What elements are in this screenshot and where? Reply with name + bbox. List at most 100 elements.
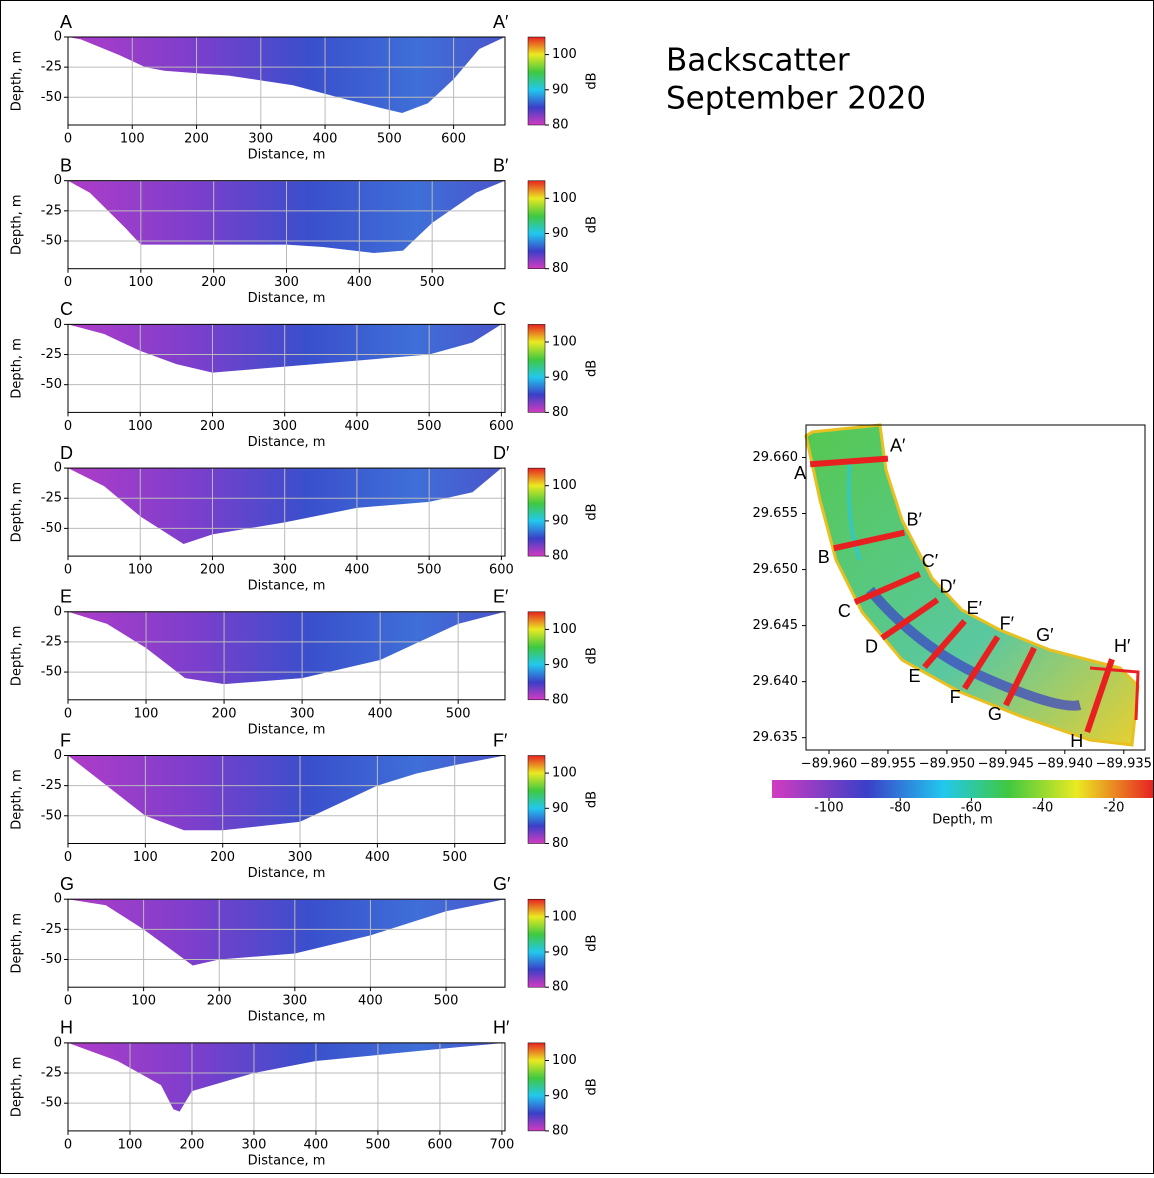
x-axis-label: Distance, m bbox=[248, 722, 326, 737]
x-tick-label: 100 bbox=[118, 1137, 143, 1152]
colorbar-tick-label: 80 bbox=[552, 836, 569, 851]
colorbar bbox=[528, 468, 545, 556]
colorbar-label: dB bbox=[585, 504, 600, 521]
colorbar bbox=[528, 181, 545, 269]
x-tick-label: 400 bbox=[313, 132, 338, 147]
colorbar-label: dB bbox=[585, 791, 600, 808]
x-tick-label: 100 bbox=[128, 275, 153, 290]
colorbar-tick-label: 80 bbox=[552, 405, 569, 420]
x-tick-label: 200 bbox=[180, 1137, 205, 1152]
x-tick-label: 300 bbox=[282, 994, 307, 1009]
section-label: A bbox=[60, 12, 72, 32]
y-axis-label: Depth, m bbox=[10, 51, 25, 112]
x-tick-label: 500 bbox=[446, 706, 471, 721]
y-tick-label: -50 bbox=[41, 665, 62, 680]
x-tick-label: 500 bbox=[417, 563, 442, 578]
x-tick-label: 600 bbox=[441, 132, 466, 147]
colorbar bbox=[528, 756, 545, 844]
colorbar-tick-label: 90 bbox=[552, 1088, 569, 1103]
y-axis-label: Depth, m bbox=[10, 482, 25, 543]
title-line: Backscatter bbox=[666, 43, 850, 79]
x-tick-label: 300 bbox=[272, 419, 297, 434]
x-tick-label: 200 bbox=[184, 132, 209, 147]
section-label: G′ bbox=[1036, 625, 1054, 645]
x-tick-label: −89.950 bbox=[919, 757, 975, 772]
section-label: B bbox=[818, 547, 830, 567]
y-tick-label: -50 bbox=[41, 377, 62, 392]
x-tick-label: −89.955 bbox=[860, 757, 916, 772]
colorbar-tick-label: 100 bbox=[552, 1053, 577, 1068]
section-label: F bbox=[60, 730, 71, 750]
colorbar-label: dB bbox=[585, 1078, 600, 1095]
y-tick-label: 0 bbox=[54, 30, 62, 45]
x-tick-label: 100 bbox=[133, 850, 158, 865]
colorbar-tick-label: 100 bbox=[552, 622, 577, 637]
y-axis-label: Depth, m bbox=[10, 769, 25, 830]
colorbar-tick-label: 100 bbox=[552, 191, 577, 206]
y-tick-label: 29.660 bbox=[753, 450, 799, 465]
x-tick-label: 300 bbox=[248, 132, 273, 147]
y-axis-label: Depth, m bbox=[10, 194, 25, 255]
y-tick-label: 29.640 bbox=[753, 674, 799, 689]
colorbar-tick-label: 90 bbox=[552, 226, 569, 241]
colorbar-tick-label: 100 bbox=[552, 478, 577, 493]
section-label: E bbox=[908, 666, 920, 686]
section-label: C bbox=[838, 601, 851, 621]
colorbar bbox=[772, 780, 1153, 798]
x-tick-label: 400 bbox=[368, 706, 393, 721]
colorbar bbox=[528, 37, 545, 125]
section-label: D bbox=[865, 637, 878, 657]
colorbar-tick-label: 80 bbox=[552, 692, 569, 707]
colorbar-tick-label: -100 bbox=[814, 801, 844, 816]
x-tick-label: 400 bbox=[345, 419, 370, 434]
x-axis-label: Distance, m bbox=[248, 579, 326, 594]
section-label: E′ bbox=[493, 587, 509, 607]
section-label: C′ bbox=[922, 551, 939, 571]
section-label: E bbox=[60, 587, 72, 607]
frame bbox=[1, 1, 1154, 1174]
section-label: A′ bbox=[890, 435, 906, 455]
colorbar bbox=[528, 899, 545, 987]
colorbar-label: dB bbox=[585, 72, 600, 89]
section-label: E′ bbox=[967, 598, 983, 618]
section-label: H bbox=[1070, 731, 1083, 751]
y-axis-label: Depth, m bbox=[10, 338, 25, 399]
colorbar-tick-label: 100 bbox=[552, 766, 577, 781]
x-tick-label: 0 bbox=[64, 850, 72, 865]
x-tick-label: 200 bbox=[207, 994, 232, 1009]
section-label: F′ bbox=[493, 730, 508, 750]
colorbar-tick-label: 90 bbox=[552, 657, 569, 672]
section-label: A bbox=[794, 463, 806, 483]
x-tick-label: −89.935 bbox=[1096, 757, 1152, 772]
y-tick-label: -50 bbox=[41, 952, 62, 967]
colorbar-tick-label: 90 bbox=[552, 370, 569, 385]
y-tick-label: -25 bbox=[41, 634, 62, 649]
x-tick-label: −89.960 bbox=[801, 757, 857, 772]
colorbar-tick-label: 80 bbox=[552, 980, 569, 995]
y-tick-label: -25 bbox=[41, 203, 62, 218]
colorbar-tick-label: -40 bbox=[1032, 801, 1053, 816]
colorbar bbox=[528, 1043, 545, 1131]
y-tick-label: -25 bbox=[41, 1066, 62, 1081]
colorbar-tick-label: 90 bbox=[552, 82, 569, 97]
y-tick-label: -50 bbox=[41, 1096, 62, 1111]
y-tick-label: -50 bbox=[41, 90, 62, 105]
x-tick-label: −89.940 bbox=[1037, 757, 1093, 772]
y-tick-label: 0 bbox=[54, 748, 62, 763]
colorbar-label: Depth, m bbox=[932, 813, 993, 828]
x-tick-label: 200 bbox=[200, 563, 225, 578]
x-tick-label: 100 bbox=[120, 132, 145, 147]
colorbar bbox=[528, 324, 545, 412]
section-label: B′ bbox=[906, 509, 922, 529]
x-axis-label: Distance, m bbox=[248, 435, 326, 450]
colorbar-label: dB bbox=[585, 216, 600, 233]
colorbar-tick-label: 100 bbox=[552, 335, 577, 350]
x-axis-label: Distance, m bbox=[248, 148, 326, 163]
colorbar-label: dB bbox=[585, 647, 600, 664]
x-tick-label: 0 bbox=[64, 994, 72, 1009]
x-tick-label: −89.945 bbox=[978, 757, 1034, 772]
x-tick-label: 300 bbox=[290, 706, 315, 721]
colorbar-tick-label: 80 bbox=[552, 261, 569, 276]
x-tick-label: 600 bbox=[428, 1137, 453, 1152]
y-tick-label: -25 bbox=[41, 60, 62, 75]
